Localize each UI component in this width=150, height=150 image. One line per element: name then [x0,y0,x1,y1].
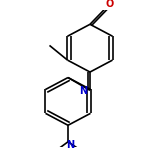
Text: N: N [79,86,87,96]
Text: O: O [106,0,114,9]
Text: N: N [66,140,74,150]
